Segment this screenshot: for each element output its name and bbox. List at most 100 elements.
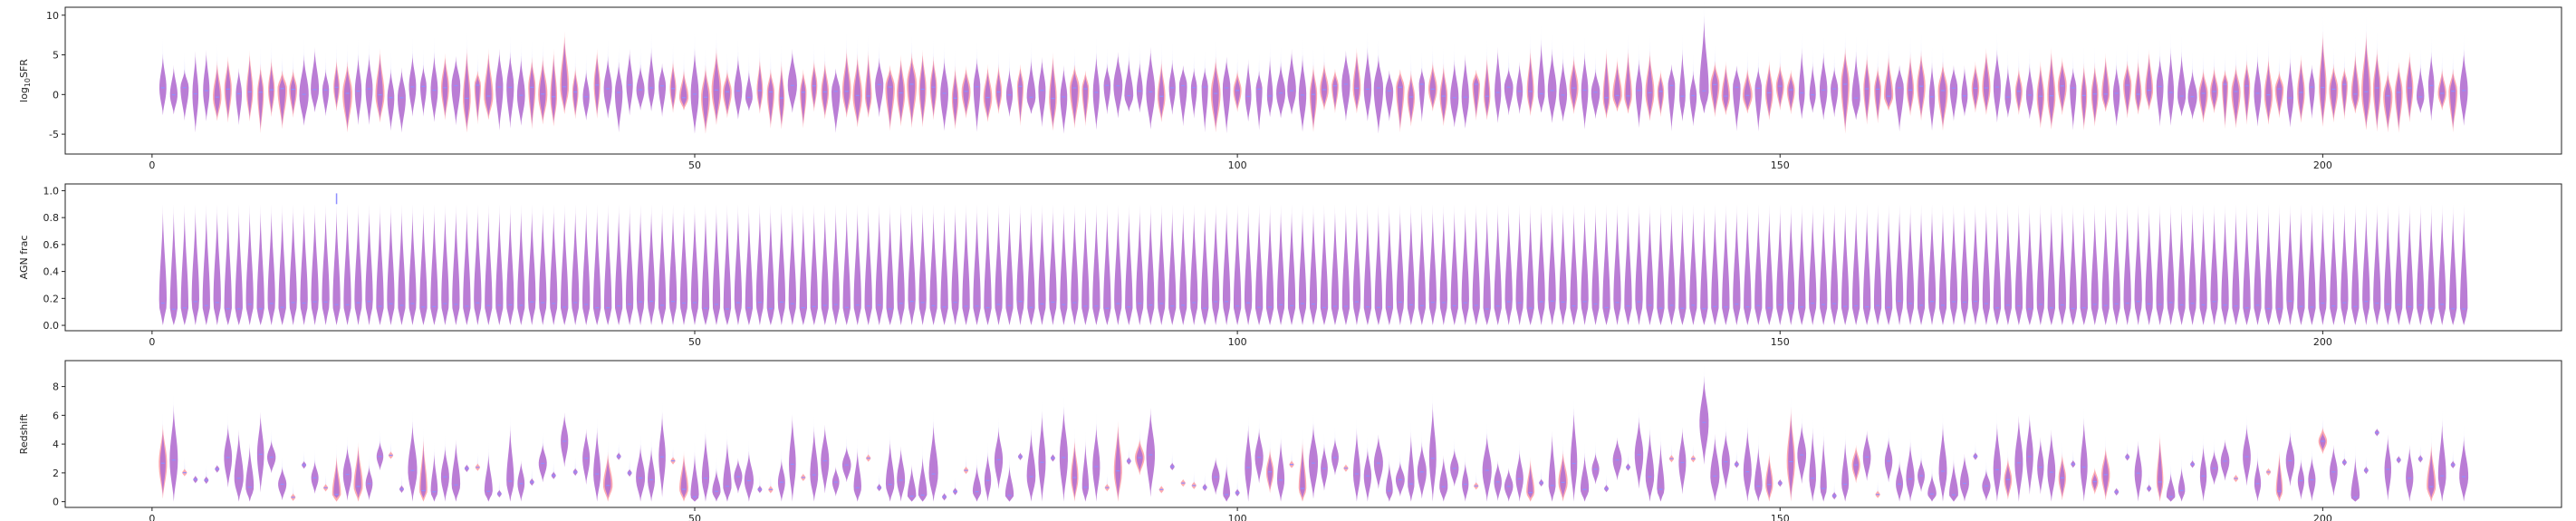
violin-purple: [299, 54, 309, 126]
violin-purple: [289, 204, 297, 326]
violin-purple: [1473, 74, 1479, 118]
violin-purple: [1407, 204, 1416, 326]
violin-purple: [680, 456, 687, 498]
violin-purple: [1699, 375, 1709, 465]
violin-purple: [723, 204, 732, 326]
violin-purple: [1960, 453, 1969, 502]
violin-purple: [2211, 71, 2217, 111]
violin-purple: [225, 61, 231, 120]
violin-purple: [636, 204, 645, 326]
violin-purple: [550, 204, 558, 326]
violin-purple: [648, 47, 655, 111]
violin-purple: [1960, 204, 1969, 326]
violin-purple: [1862, 429, 1871, 481]
y-tick-label: -5: [49, 129, 59, 140]
violin-purple: [485, 53, 492, 117]
violin-purple: [202, 204, 210, 326]
violin-purple: [713, 53, 720, 122]
violin-purple: [1332, 73, 1338, 110]
violin-purple: [1939, 66, 1946, 128]
x-tick-label: 50: [688, 336, 701, 348]
violin-purple: [1168, 204, 1177, 326]
violin-purple: [2341, 72, 2347, 117]
violin-purple: [897, 446, 906, 502]
violin-purple: [1723, 66, 1729, 112]
violin-purple: [1797, 422, 1807, 484]
violin-purple: [1341, 50, 1350, 121]
violin-purple: [1211, 457, 1220, 496]
violin-purple: [1060, 64, 1068, 134]
violin-purple: [1949, 204, 1958, 326]
violin-purple: [517, 204, 525, 326]
violin-purple: [451, 55, 461, 126]
violin-purple: [1908, 57, 1913, 112]
violin-purple: [409, 204, 417, 326]
violin-purple: [2047, 429, 2056, 502]
violin-purple: [734, 55, 743, 120]
violin-purple: [1602, 204, 1610, 326]
violin-purple: [247, 55, 253, 118]
violin-purple: [1417, 441, 1427, 499]
violin-purple: [1798, 47, 1805, 120]
violin-purple: [2199, 444, 2207, 502]
violin-purple: [1146, 408, 1156, 497]
violin-purple: [1124, 56, 1134, 112]
violin-purple: [430, 52, 438, 122]
violin-purple: [1212, 62, 1219, 130]
violin-purple: [1244, 204, 1253, 326]
violin-purple: [1896, 460, 1904, 502]
violin-purple: [822, 65, 828, 116]
violin-purple: [842, 204, 851, 326]
violin-purple: [745, 69, 753, 111]
x-tick-label: 0: [149, 513, 155, 521]
violin-purple: [789, 414, 796, 502]
violin-purple: [1927, 204, 1937, 326]
violin-purple: [2254, 204, 2262, 326]
violin-purple: [1787, 204, 1795, 326]
violin-purple: [1938, 422, 1947, 502]
violin-purple: [1766, 65, 1773, 117]
violin-purple: [1712, 66, 1718, 114]
violin-purple: [831, 68, 841, 133]
violin-purple: [551, 53, 556, 123]
violin-purple: [2167, 47, 2175, 126]
violin-purple: [810, 425, 819, 502]
violin-purple: [1494, 204, 1502, 326]
violin-purple: [2210, 449, 2218, 486]
violin-purple: [701, 432, 710, 502]
violin-purple: [2210, 204, 2218, 326]
violin-purple: [668, 204, 678, 326]
violin-purple: [1222, 204, 1231, 326]
violin-purple: [1331, 204, 1340, 326]
violin-purple: [603, 55, 612, 119]
y-tick-label: 5: [53, 50, 59, 62]
violin-purple: [2145, 204, 2153, 326]
violin-purple: [1841, 53, 1849, 130]
violin-purple: [475, 75, 480, 121]
violin-purple: [1461, 53, 1469, 129]
violin-purple: [1136, 204, 1144, 326]
violin-purple: [2167, 204, 2175, 326]
violin-purple: [2037, 437, 2044, 495]
violin-purple: [2384, 434, 2391, 501]
violin-purple: [1580, 453, 1590, 502]
x-tick-label: 150: [1771, 159, 1790, 171]
violin-purple: [1092, 423, 1101, 502]
violin-purple: [1873, 204, 1882, 326]
violin-purple: [2276, 75, 2283, 115]
violin-purple: [463, 204, 471, 326]
violin-purple: [180, 69, 189, 121]
violin-purple: [1049, 204, 1057, 326]
violin-purple: [2200, 73, 2206, 120]
violin-purple: [1743, 427, 1752, 502]
violin-purple: [963, 71, 969, 115]
violin-purple: [256, 411, 264, 493]
violin-purple: [1373, 54, 1384, 134]
violin-purple: [245, 443, 255, 502]
violin-purple: [931, 61, 937, 117]
violin-purple: [267, 439, 276, 474]
violin-purple: [996, 68, 1001, 111]
violin-purple: [1537, 39, 1545, 113]
violin-purple: [1504, 67, 1514, 116]
violin-purple: [2276, 455, 2282, 498]
